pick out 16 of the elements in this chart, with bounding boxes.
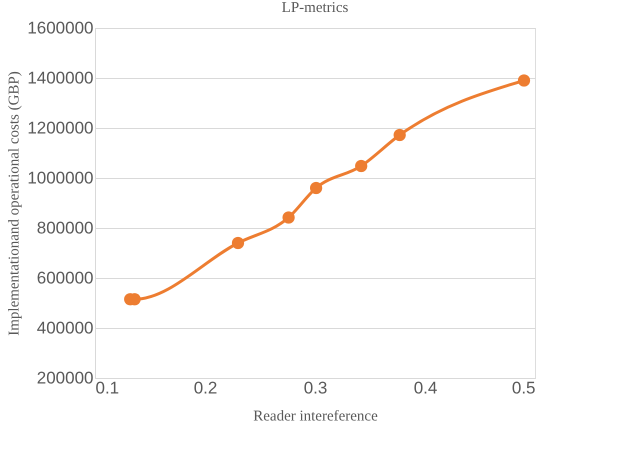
y-tick-label: 1400000 — [27, 68, 94, 88]
y-tick-label: 200000 — [36, 368, 94, 388]
y-tick-label: 400000 — [36, 318, 94, 338]
x-tick-label: 0.3 — [304, 378, 328, 398]
y-tick-label: 1000000 — [27, 168, 94, 188]
x-tick-label: 0.5 — [512, 378, 536, 398]
y-tick-label: 800000 — [36, 218, 94, 238]
y-tick-label: 1200000 — [27, 118, 94, 138]
y-tick-label: 1600000 — [27, 18, 94, 38]
y-tick-label: 600000 — [36, 268, 94, 288]
x-tick-label: 0.2 — [194, 378, 218, 398]
x-tick-label: 0.4 — [414, 378, 438, 398]
chart-title: LP-metrics — [282, 0, 348, 16]
x-axis-title: Reader intereference — [253, 408, 378, 424]
x-tick-label: 0.1 — [96, 378, 120, 398]
y-axis-title: Implementationand operational costs (GBP) — [6, 71, 22, 336]
